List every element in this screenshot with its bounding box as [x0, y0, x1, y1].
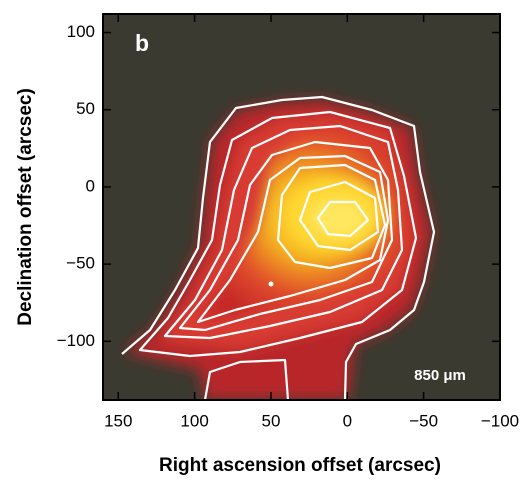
x-tick-label: 50: [262, 411, 281, 430]
y-tick-label: 50: [76, 99, 95, 118]
x-tick-label: −50: [409, 411, 438, 430]
x-tick-label: −100: [481, 411, 519, 430]
x-axis-title: Right ascension offset (arcsec): [159, 455, 441, 476]
y-tick-label: 100: [67, 22, 95, 41]
panel-label: b: [135, 30, 149, 56]
x-tick-label: 0: [343, 411, 352, 430]
annotation: 850 μm: [414, 367, 466, 384]
y-tick-label: −100: [57, 331, 95, 350]
y-tick-label: −50: [66, 254, 95, 273]
y-axis-title: Declination offset (arcsec): [15, 88, 36, 326]
emission-map: [121, 95, 436, 400]
x-tick-label: 100: [180, 411, 208, 430]
plot-frame: [102, 13, 501, 401]
y-tick-label: 0: [86, 176, 95, 195]
x-tick-label: 150: [104, 411, 132, 430]
